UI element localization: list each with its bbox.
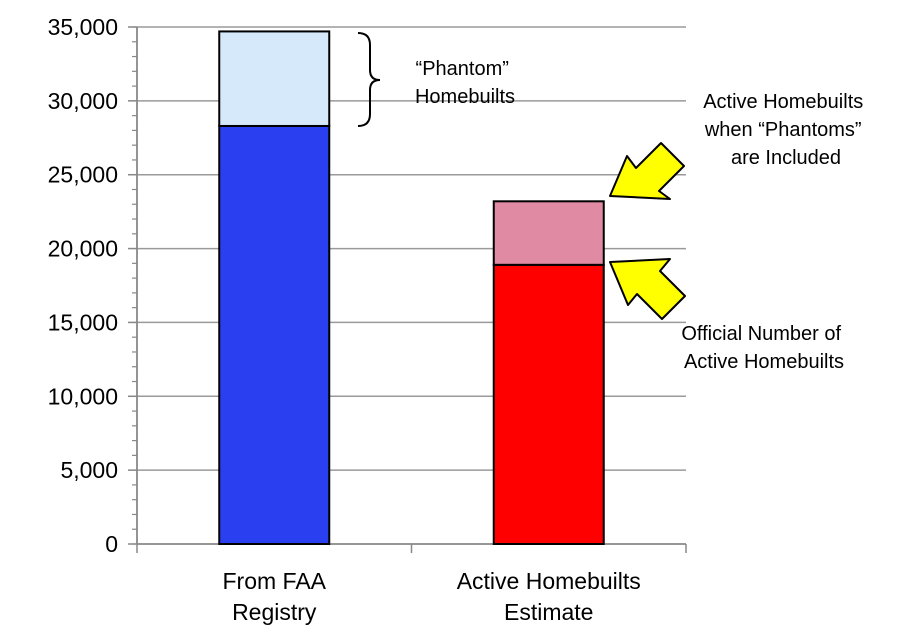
y-axis: 0 5,000 10,000 15,000 20,000 25,000 30,000 35,0… bbox=[48, 14, 138, 557]
y-tick-label: 0 bbox=[105, 531, 118, 557]
bar-segment-upper bbox=[218, 30, 331, 127]
x-axis: From FAA Registry Active Homebuilts Estimat… bbox=[136, 543, 687, 625]
official-number-annotation: Official Number of Active Homebuilts bbox=[681, 323, 846, 373]
phantom-bracket bbox=[357, 32, 381, 127]
x-category-label: Active Homebuilts Estimate bbox=[457, 568, 641, 625]
bar-segment-base bbox=[218, 124, 331, 546]
phantom-annotation-line-2: Homebuilts bbox=[415, 86, 515, 108]
y-tick-label: 10,000 bbox=[48, 383, 118, 409]
arrow-to-official-number bbox=[609, 258, 686, 320]
y-tick-label: 15,000 bbox=[48, 309, 118, 335]
bar-segment-upper bbox=[492, 200, 605, 266]
y-tick-label: 30,000 bbox=[48, 88, 118, 114]
x-category-label: From FAA Registry bbox=[222, 568, 326, 625]
phantom-annotation-line-1: “Phantom” bbox=[416, 58, 509, 80]
active-with-phantoms-annotation: Active Homebuilts when “Phantoms” are In… bbox=[703, 91, 869, 169]
official-number-line-2: Active Homebuilts bbox=[684, 351, 844, 373]
bar-segment-base bbox=[492, 263, 605, 545]
active-with-phantoms-line-3: are Included bbox=[731, 147, 841, 169]
y-tick-label: 5,000 bbox=[60, 457, 118, 483]
y-tick-label: 35,000 bbox=[48, 14, 118, 40]
x-category-label-line: Registry bbox=[232, 599, 317, 625]
phantom-annotation: “Phantom” Homebuilts bbox=[415, 58, 515, 108]
arrow-to-total-with-phantoms bbox=[609, 142, 685, 200]
active-with-phantoms-line-2: when “Phantoms” bbox=[704, 119, 862, 141]
active-with-phantoms-line-1: Active Homebuilts bbox=[703, 91, 863, 113]
official-number-line-1: Official Number of bbox=[681, 323, 841, 345]
x-category-label-line: Active Homebuilts bbox=[457, 568, 641, 594]
x-category-label-line: From FAA bbox=[222, 568, 326, 594]
y-tick-label: 25,000 bbox=[48, 162, 118, 188]
y-tick-label: 20,000 bbox=[48, 236, 118, 262]
x-category-label-line: Estimate bbox=[504, 599, 593, 625]
bars bbox=[218, 30, 605, 546]
